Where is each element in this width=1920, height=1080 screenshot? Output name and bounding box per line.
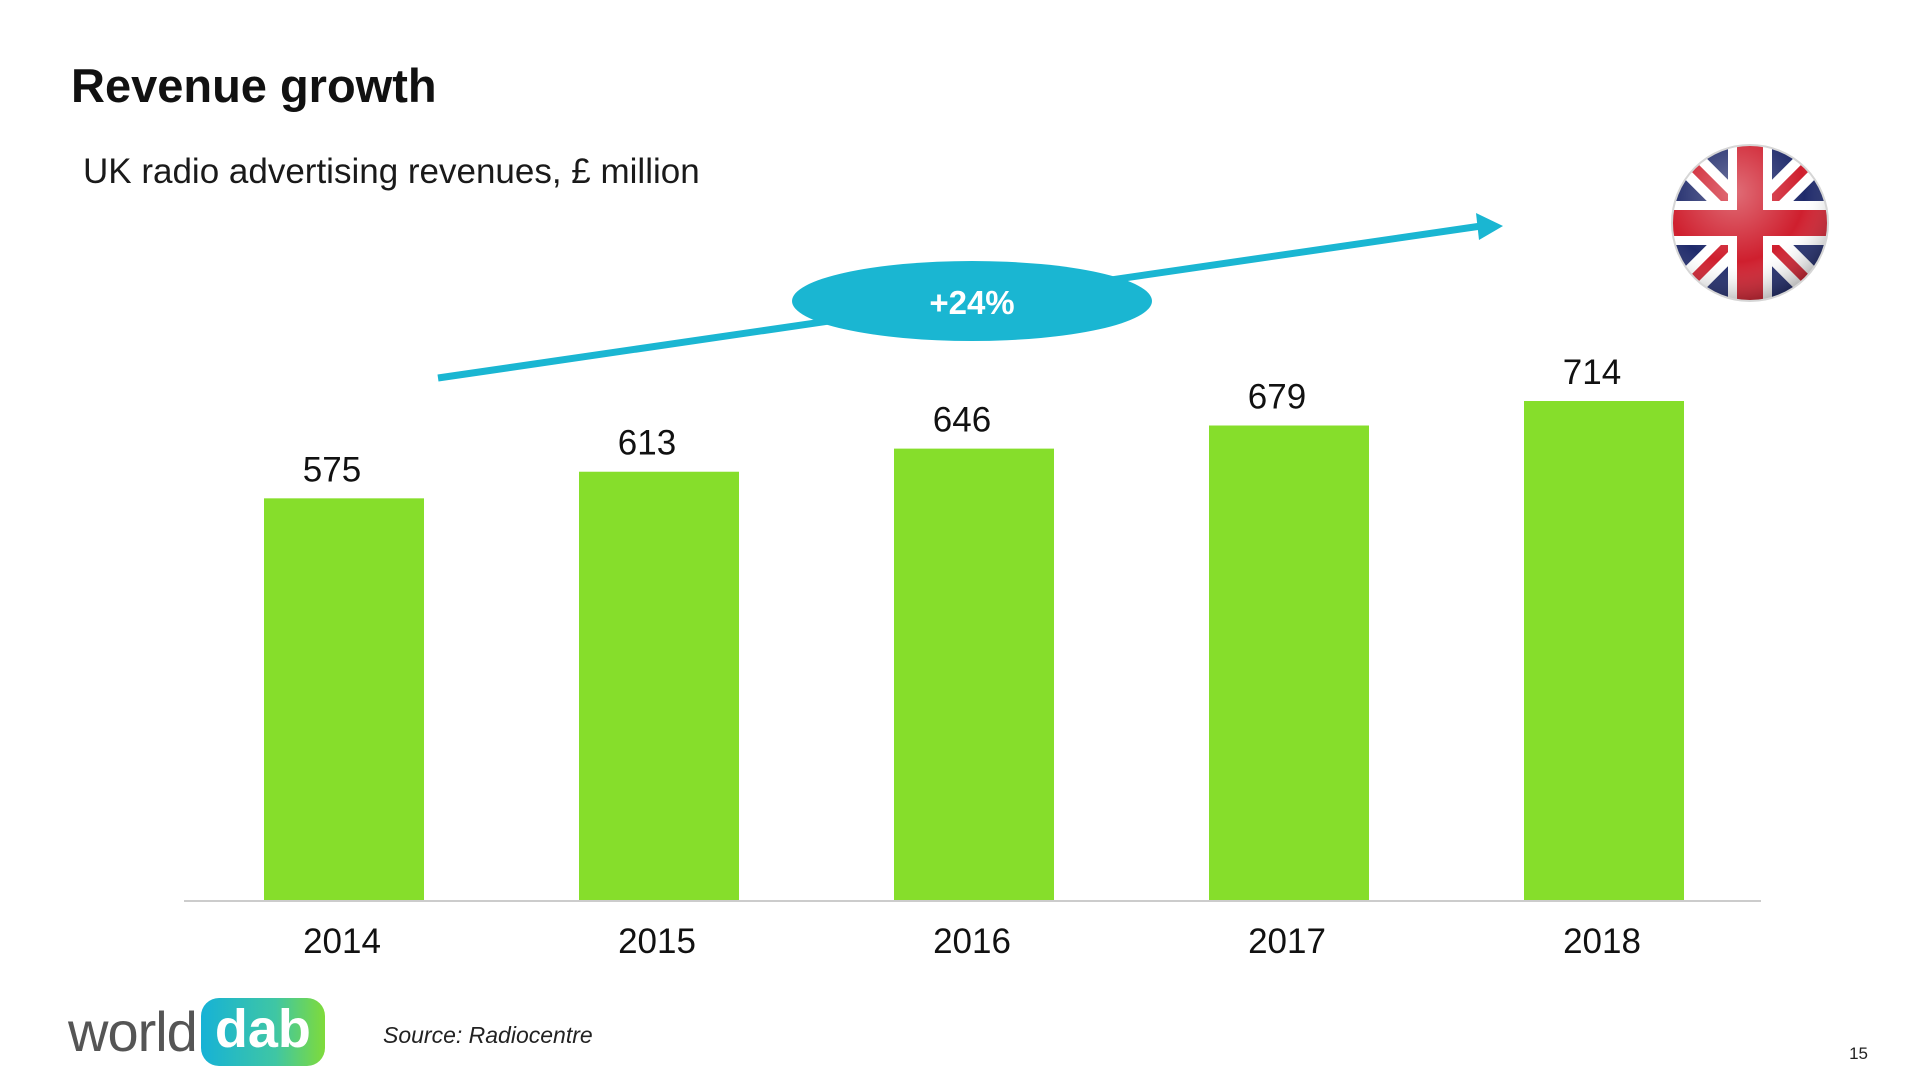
logo-badge: dab: [200, 998, 325, 1066]
value-label-2014: 575: [303, 450, 361, 489]
value-label-2018: 714: [1563, 353, 1621, 392]
growth-bubble: [792, 261, 1152, 341]
source-note: Source: Radiocentre: [383, 1022, 593, 1048]
growth-label: +24%: [929, 284, 1014, 321]
worlddab-logo: world dab: [68, 992, 325, 1072]
chart-subtitle: UK radio advertising revenues, £ million: [83, 152, 700, 191]
category-label-2017: 2017: [1248, 922, 1326, 961]
category-label-2015: 2015: [618, 922, 696, 961]
bar-2017: [1209, 425, 1369, 901]
page-title: Revenue growth: [71, 59, 437, 112]
page-number: 15: [1849, 1044, 1868, 1063]
logo-word: world: [68, 1000, 198, 1063]
value-label-2015: 613: [618, 424, 676, 463]
category-label-2018: 2018: [1563, 922, 1641, 961]
growth-annotation: +24%: [437, 213, 1503, 382]
bar-2016: [894, 448, 1054, 901]
uk-flag-icon: [1671, 144, 1829, 302]
value-label-2017: 679: [1248, 378, 1306, 417]
bar-2015: [579, 471, 739, 901]
category-label-2016: 2016: [933, 922, 1011, 961]
category-label-2014: 2014: [303, 922, 381, 961]
value-label-2016: 646: [933, 401, 991, 440]
bars-group: 575 613 646 679 714: [264, 353, 1684, 901]
bar-2014: [264, 498, 424, 901]
bar-2018: [1524, 401, 1684, 901]
growth-arrow-head: [1476, 213, 1503, 240]
